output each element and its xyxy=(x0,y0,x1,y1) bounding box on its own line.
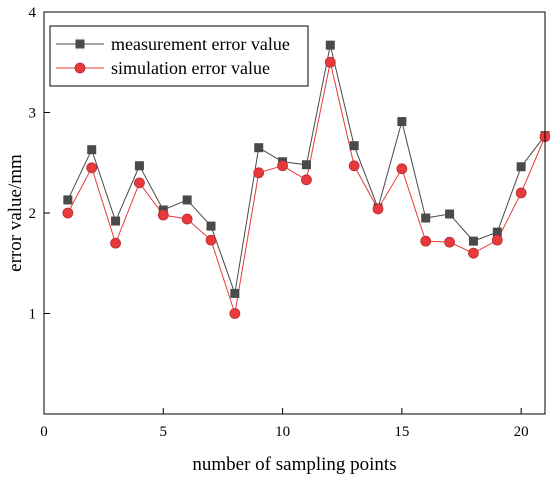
y-tick-label: 1 xyxy=(29,307,37,323)
simulation-point xyxy=(372,203,384,215)
simulation-point xyxy=(277,160,288,172)
simulation-point-legend xyxy=(74,62,86,74)
x-axis-title: number of sampling points xyxy=(192,454,396,475)
measurement-point xyxy=(516,162,526,172)
simulation-point xyxy=(253,167,265,179)
simulation-point xyxy=(491,234,503,246)
series-layer xyxy=(62,40,550,319)
legend: measurement error value simulation error … xyxy=(49,25,309,87)
measurement-point xyxy=(254,143,264,153)
simulation-point xyxy=(444,236,455,248)
y-tick-label: 2 xyxy=(29,206,37,222)
y-tick-label: 4 xyxy=(29,5,37,21)
measurement-point xyxy=(325,40,335,50)
simulation-point xyxy=(420,235,432,247)
simulation-point xyxy=(468,247,479,259)
simulation-point xyxy=(301,174,312,186)
x-tick-label: 10 xyxy=(275,424,290,440)
y-tick-label: 3 xyxy=(29,106,37,122)
measurement-point xyxy=(492,227,502,237)
legend-box xyxy=(49,25,309,87)
simulation-point xyxy=(205,234,217,246)
measurement-point-legend xyxy=(75,39,85,49)
y-axis-title: error value/mm xyxy=(5,154,26,272)
simulation-point xyxy=(134,177,145,189)
x-tick-label: 15 xyxy=(394,424,409,440)
x-tick-label: 0 xyxy=(40,424,48,440)
measurement-point xyxy=(182,195,192,205)
legend-label: simulation error value xyxy=(111,58,270,78)
measurement-point xyxy=(230,288,240,298)
measurement-point xyxy=(111,216,121,226)
x-tick-label: 5 xyxy=(160,424,168,440)
measurement-point xyxy=(421,213,431,223)
x-tick-label: 20 xyxy=(514,424,529,440)
measurement-point xyxy=(445,209,455,219)
measurement-point xyxy=(63,195,73,205)
simulation-point xyxy=(110,237,121,249)
measurement-point xyxy=(468,236,478,246)
simulation-point xyxy=(157,209,169,221)
simulation-point xyxy=(62,207,74,219)
measurement-point xyxy=(349,141,359,151)
y-axis: 1 2 3 4 xyxy=(29,5,50,323)
measurement-point xyxy=(87,145,97,155)
measurement-point xyxy=(397,117,407,127)
simulation-point xyxy=(515,187,527,199)
legend-label: measurement error value xyxy=(111,34,290,54)
x-axis: 0 5 10 15 20 xyxy=(40,408,529,440)
simulation-point xyxy=(181,213,193,225)
measurement-point xyxy=(301,160,311,170)
simulation-point xyxy=(396,163,408,175)
measurement-point xyxy=(206,221,216,231)
simulation-point xyxy=(348,160,360,172)
measurement-point xyxy=(134,161,144,171)
simulation-point xyxy=(86,162,98,174)
simulation-point xyxy=(324,56,336,68)
simulation-point xyxy=(229,308,241,319)
